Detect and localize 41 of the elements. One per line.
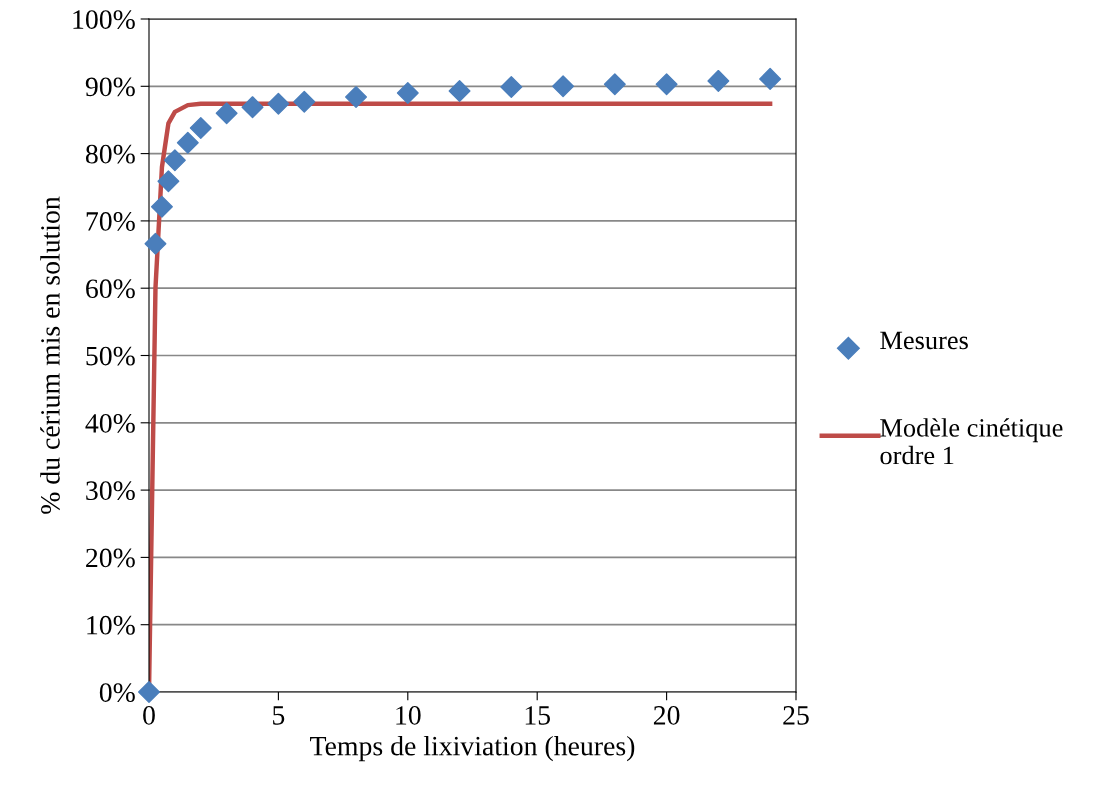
point xyxy=(345,86,368,109)
point xyxy=(396,82,419,105)
point xyxy=(267,92,290,115)
x-tick-label: 10 xyxy=(396,706,421,725)
legend-label: Modèle cinétique ordre 1 xyxy=(880,418,1063,465)
point xyxy=(176,131,199,154)
y-tick-label: 70% xyxy=(86,212,135,231)
y-tick-label: 100% xyxy=(73,10,135,29)
point xyxy=(759,67,782,90)
point xyxy=(241,96,264,119)
x-tick-label: 5 xyxy=(273,706,285,725)
point xyxy=(552,75,575,98)
point xyxy=(500,75,523,98)
x-tick-label: 0 xyxy=(143,706,155,725)
y-tick-label: 50% xyxy=(86,346,135,366)
point xyxy=(603,73,626,96)
legend-label: Mesures xyxy=(880,331,968,350)
point xyxy=(448,80,471,103)
y-tick-label: 60% xyxy=(86,279,135,299)
point xyxy=(144,232,167,255)
point xyxy=(655,73,678,96)
point xyxy=(138,681,160,703)
point xyxy=(215,102,238,125)
point xyxy=(150,195,173,218)
point xyxy=(293,90,316,113)
x-tick-label: 25 xyxy=(783,706,809,725)
y-tick-label: 20% xyxy=(86,548,135,568)
y-tick-label: 40% xyxy=(85,413,135,433)
y-tick-label: 80% xyxy=(85,144,135,164)
y-axis-title: % du cérium mis en solution xyxy=(40,196,60,514)
y-tick-label: 0% xyxy=(99,683,135,702)
y-tick-label: 10% xyxy=(87,615,135,635)
x-axis-title: Temps de lixiviation (heures) xyxy=(310,735,635,762)
y-tick-label: 90% xyxy=(85,77,135,97)
point xyxy=(189,117,212,140)
point xyxy=(163,149,186,172)
point xyxy=(157,170,180,193)
y-tick-label: 30% xyxy=(86,481,135,501)
point xyxy=(707,69,730,92)
x-tick-label: 20 xyxy=(653,706,680,725)
x-tick-label: 15 xyxy=(525,706,550,725)
